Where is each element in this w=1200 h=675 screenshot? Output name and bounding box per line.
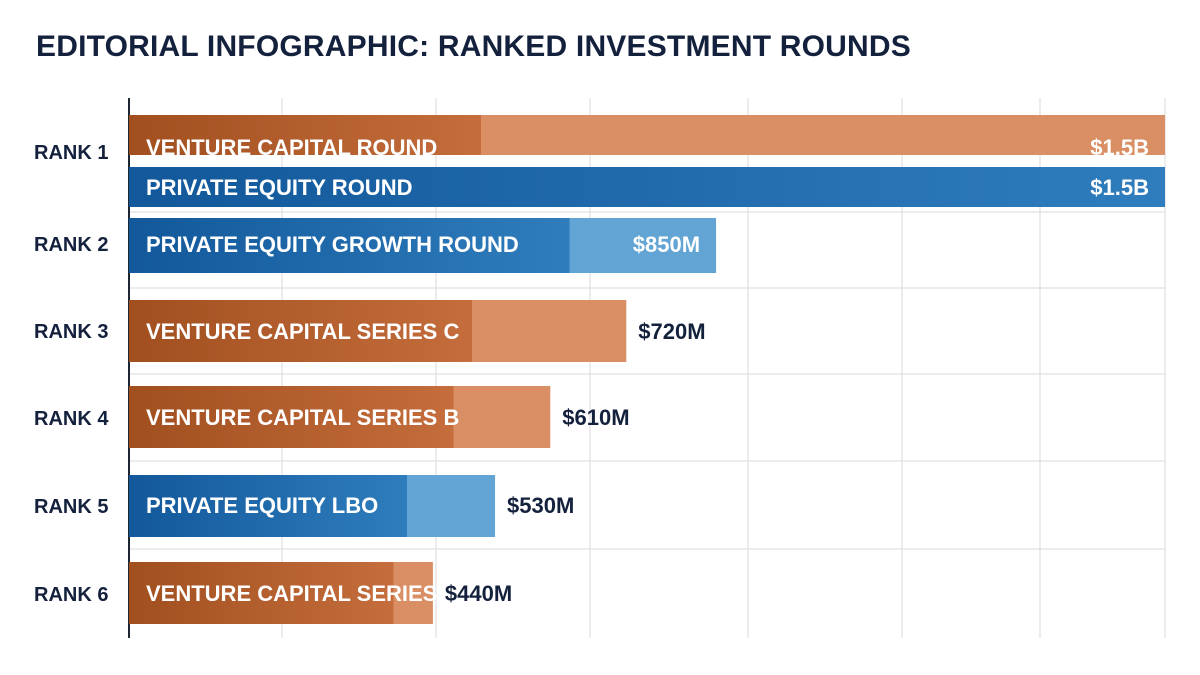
- rank-label: RANK 6: [34, 584, 108, 606]
- rank-label: RANK 1: [34, 142, 108, 164]
- value-label: $610M: [562, 405, 629, 430]
- value-label: $850M: [633, 232, 700, 257]
- rank-label: RANK 2: [34, 234, 108, 256]
- bar-label: VENTURE CAPITAL SERIES B: [146, 405, 459, 430]
- bar-venture-capital: [129, 386, 551, 448]
- value-label: $530M: [507, 493, 574, 518]
- value-label: $1.5B: [1090, 175, 1149, 200]
- rank-label: RANK 5: [34, 496, 108, 518]
- bar-label: VENTURE CAPITAL SERIES C: [146, 319, 459, 344]
- bar-private-equity: [129, 475, 496, 537]
- rank-label: RANK 3: [34, 321, 108, 343]
- bar-private-equity: [129, 167, 1165, 207]
- value-label: $1.5B: [1090, 135, 1149, 160]
- bar-label: PRIVATE EQUITY LBO: [146, 493, 378, 518]
- bar-label: VENTURE CAPITAL SERIES A: [146, 581, 459, 606]
- bars: [129, 115, 1165, 624]
- bar-private-equity: [129, 218, 717, 273]
- bar-label: VENTURE CAPITAL ROUND: [146, 135, 437, 160]
- bar-venture-capital: [129, 300, 627, 362]
- bar-label: PRIVATE EQUITY GROWTH ROUND: [146, 232, 519, 257]
- bar-venture-capital: [129, 115, 1165, 155]
- value-label: $440M: [445, 581, 512, 606]
- bar-label: PRIVATE EQUITY ROUND: [146, 175, 412, 200]
- rank-label: RANK 4: [34, 408, 109, 430]
- value-label: $720M: [638, 319, 705, 344]
- chart-title: EDITORIAL INFOGRAPHIC: RANKED INVESTMENT…: [36, 30, 911, 63]
- bar-venture-capital: [129, 562, 433, 624]
- labels: VENTURE CAPITAL ROUND $1.5B PRIVATE EQUITY…: [34, 135, 1149, 606]
